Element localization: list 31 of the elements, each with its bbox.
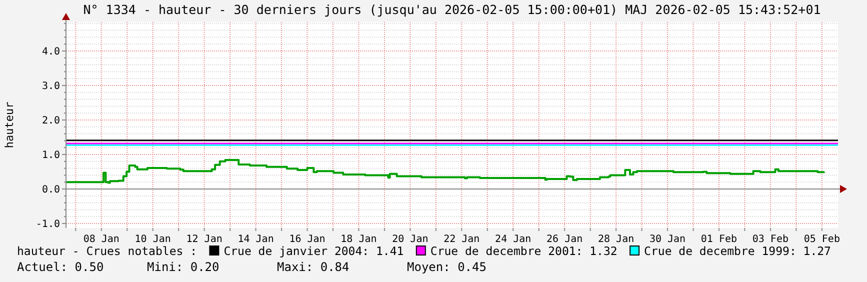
legend-label: Crue de decembre 1999: 1.27: [644, 244, 832, 258]
x-tick-label: 22 Jan: [444, 234, 480, 245]
text: Moyen: 0.45: [407, 260, 486, 274]
x-tick-label: 28 Jan: [598, 234, 634, 245]
x-tick-label: 05 Feb: [804, 234, 840, 245]
x-tick-label: 24 Jan: [495, 234, 532, 245]
x-tick-label: 18 Jan: [340, 234, 377, 245]
y-axis-title: hauteur: [3, 101, 16, 148]
y-tick-label: 3.0: [42, 80, 60, 92]
y-tick-label: 4.0: [42, 46, 60, 58]
x-tick-label: 01 Feb: [700, 234, 738, 245]
text: Actuel: 0.50: [17, 260, 104, 274]
legend-title: hauteur - Crues notables :: [17, 244, 198, 258]
text: Maxi: 0.84: [277, 260, 350, 274]
y-tick-label: -1.0: [36, 219, 60, 230]
x-tick-label: 03 Feb: [752, 234, 789, 245]
legend-label: Crue de janvier 2004: 1.41: [224, 244, 404, 258]
x-tick-label: 10 Jan: [134, 234, 171, 245]
x-tick-label: 12 Jan: [186, 234, 222, 245]
text: Mini: 0.20: [147, 260, 220, 274]
chart-title: N° 1334 - hauteur - 30 derniers jours (jusqu'au 2026-02-05 15:00:00+01) MAJ 2026-02-05 15:43:52+01: [83, 2, 821, 17]
x-tick-label: 30 Jan: [649, 234, 686, 245]
y-tick-label: 2.0: [42, 115, 60, 126]
x-tick-label: 14 Jan: [238, 234, 274, 245]
y-tick-label: 0.0: [42, 184, 60, 196]
x-tick-label: 26 Jan: [546, 234, 583, 245]
legend-label: Crue de decembre 2001: 1.32: [430, 244, 618, 258]
x-tick-label: 16 Jan: [289, 234, 326, 245]
x-tick-label: 08 Jan: [83, 234, 120, 245]
x-tick-label: 20 Jan: [392, 234, 428, 245]
y-tick-label: 1.0: [42, 150, 60, 162]
